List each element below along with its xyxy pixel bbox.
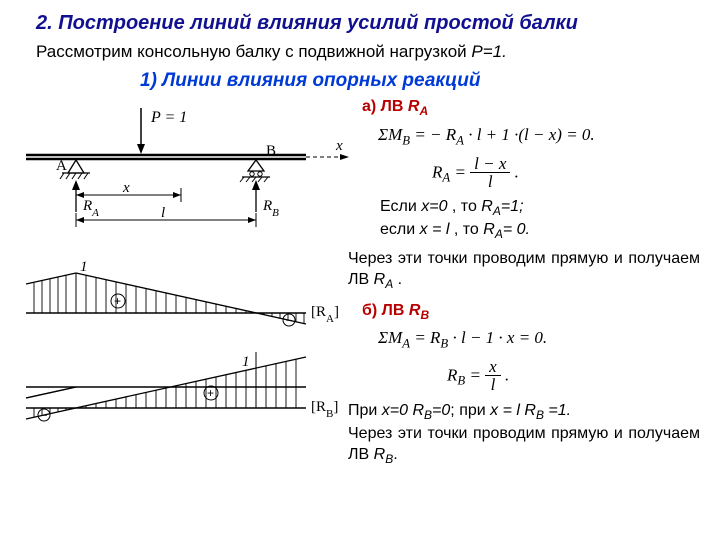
svg-text:RB: RB — [262, 198, 279, 219]
ra-diagram-sub: A — [326, 313, 334, 325]
ra-label: R — [82, 198, 92, 214]
equation-a: ΣMB = − RA · l + 1 ·(l − x) = 0. — [378, 124, 702, 149]
ca-ra-sub: A — [493, 205, 501, 219]
textB-body: Через эти точки проводим прямую и получа… — [348, 425, 700, 463]
sec-b-heading: б) ЛВ RB — [362, 301, 702, 324]
intro-text: Рассмотрим консольную балку с подвижной … — [36, 42, 507, 62]
sec-b-var: R — [409, 302, 421, 319]
fracA-lhs-sub: A — [442, 170, 450, 184]
cb-sub: B — [424, 408, 432, 422]
sec-a-prefix: а) ЛВ — [362, 98, 408, 115]
rb-minus: − — [41, 410, 47, 422]
right-column: а) ЛВ RA ΣMB = − RA · l + 1 ·(l − x) = 0… — [362, 97, 702, 467]
cb4: =1. — [544, 402, 571, 419]
ca-x0: x=0 — [421, 198, 447, 215]
ca3: =1; — [501, 198, 524, 215]
fraction-a: RA = l − xl . — [432, 155, 702, 192]
influence-line-ra: 1 + − [RA] — [6, 258, 356, 343]
ca6: = 0. — [503, 221, 530, 238]
ra-minus: − — [286, 315, 292, 327]
eqA-sub: B — [402, 133, 410, 147]
sec-a-sub: A — [419, 104, 428, 118]
cb0: При — [348, 402, 382, 419]
cb-xl: x = l R — [490, 402, 536, 419]
sec-b-sub: B — [420, 308, 429, 322]
sec-a-var: R — [408, 98, 420, 115]
cb3: ; при — [450, 402, 490, 419]
ra-sub: A — [91, 207, 99, 219]
textB-var: R — [374, 446, 386, 463]
ca-ra2-sub: A — [495, 227, 503, 241]
ca2: , то — [447, 198, 481, 215]
support-b-label: B — [266, 143, 276, 159]
fracA-num: l − x — [470, 155, 510, 173]
svg-text:[RB]: [RB] — [311, 399, 338, 420]
textA-var: R — [374, 271, 386, 288]
equation-b: ΣMA = RB · l − 1 · x = 0. — [378, 327, 702, 352]
svg-text:RA: RA — [82, 198, 99, 219]
textA-sub: A — [385, 277, 393, 291]
eqA-tail: · l + 1 ·(l − x) = 0. — [464, 125, 595, 144]
textB-sub: B — [385, 452, 393, 466]
subheading-1: 1) Линии влияния опорных реакций — [140, 70, 481, 92]
cb-x0: x=0 R — [382, 402, 424, 419]
eqA-2: = − R — [410, 125, 456, 144]
eqA-1: ΣM — [378, 125, 402, 144]
beam-diagram: P = 1 x A B RA RB x l — [6, 100, 356, 240]
ca-ra: R — [481, 198, 493, 215]
ra-plus: + — [114, 294, 121, 308]
svg-text:[RA]: [RA] — [311, 304, 339, 325]
rb-diagram-label: [R — [311, 399, 326, 415]
intro-prefix: Рассмотрим консольную балку с подвижной … — [36, 42, 471, 61]
textA-body: Через эти точки проводим прямую и получа… — [348, 250, 700, 288]
cb2: =0 — [432, 402, 450, 419]
cb-sub2: B — [536, 408, 544, 422]
fracB-lhs-sub: B — [457, 374, 465, 388]
section-title: 2. Построение линий влияния усилий прост… — [36, 12, 578, 35]
eqB-sub: A — [402, 337, 410, 351]
sec-a-heading: а) ЛВ RA — [362, 97, 702, 120]
rb-one: 1 — [242, 354, 250, 370]
text-b: Через эти точки проводим прямую и получа… — [348, 424, 700, 468]
conditions-b: При x=0 RB=0; при x = l RB =1. — [348, 401, 700, 424]
rb-diagram-sub: B — [326, 408, 333, 420]
eqA-rhs-sub: A — [456, 133, 464, 147]
fracB-num: x — [485, 358, 501, 376]
x-axis-label: x — [335, 138, 343, 154]
ca4: если — [380, 221, 420, 238]
sec-b-prefix: б) ЛВ — [362, 302, 409, 319]
rb-plus: + — [207, 386, 214, 400]
l-dim: l — [161, 205, 165, 221]
support-a-label: A — [56, 158, 67, 174]
fracA-lhs: R — [432, 162, 442, 181]
eqB-1: ΣM — [378, 328, 402, 347]
rb-label: R — [262, 198, 272, 214]
fracB-den: l — [485, 376, 501, 395]
ra-diagram-close: ] — [334, 304, 339, 320]
rb-sub: B — [272, 207, 279, 219]
eqB-2: = R — [410, 328, 440, 347]
rb-diagram-close: ] — [333, 399, 338, 415]
fracB-lhs: R — [447, 366, 457, 385]
ca-ra2: R — [483, 221, 495, 238]
load-label: P = 1 — [150, 109, 187, 126]
ca5: , то — [449, 221, 483, 238]
eqB-tail: · l − 1 · x = 0. — [448, 328, 547, 347]
fraction-b: RB = xl . — [447, 358, 702, 395]
ra-one: 1 — [80, 259, 88, 275]
conditions-a: Если x=0 , то RA=1; если x = l , то RA= … — [380, 197, 702, 243]
ca-xl: x = l — [420, 221, 450, 238]
x-dim: x — [122, 180, 130, 196]
text-a: Через эти точки проводим прямую и получа… — [348, 249, 700, 293]
influence-line-rb-v2: 1 + − [RB] — [6, 348, 356, 448]
intro-load: P=1. — [471, 42, 506, 61]
ca1: Если — [380, 198, 421, 215]
ra-diagram-label: [R — [311, 304, 326, 320]
fracA-den: l — [470, 173, 510, 192]
